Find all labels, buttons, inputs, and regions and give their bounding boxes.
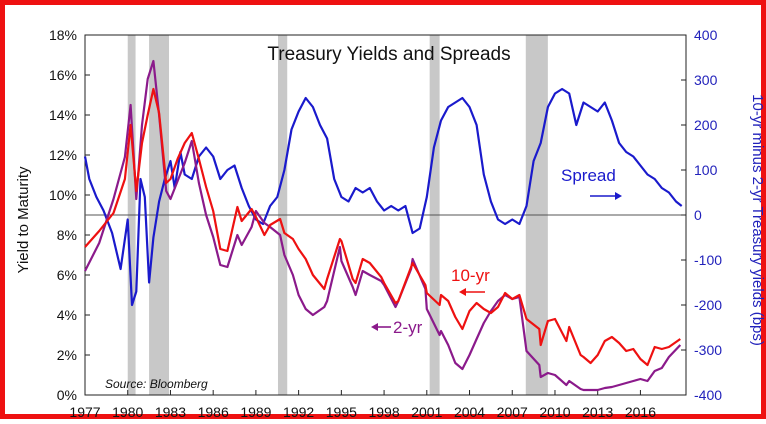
x-tick-label: 2010 [539, 404, 570, 420]
y-tick-label: 14% [49, 107, 77, 123]
two-year-yield-line [84, 59, 682, 392]
y-tick-label: 0% [57, 387, 77, 403]
y-axis-title: Yield to Maturity [15, 166, 32, 273]
ten-year-yield-line [84, 87, 681, 367]
x-tick-label: 2004 [454, 404, 485, 420]
y2-tick-label: 100 [694, 162, 718, 178]
chart-title: Treasury Yields and Spreads [267, 44, 510, 65]
x-tick-label: 1986 [198, 404, 229, 420]
y-tick-label: 6% [57, 267, 77, 283]
ten-year-arrow-head [459, 288, 466, 296]
two-year-label: 2-yr [393, 318, 423, 337]
y2-tick-label: -200 [694, 297, 722, 313]
x-tick-label: 2001 [411, 404, 442, 420]
ten-year-label: 10-yr [451, 266, 490, 285]
y-tick-label: 8% [57, 227, 77, 243]
x-tick-label: 1992 [283, 404, 314, 420]
y2-tick-label: -300 [694, 342, 722, 358]
spread-line [83, 87, 683, 307]
y-tick-label: 2% [57, 347, 77, 363]
y2-tick-label: 200 [694, 117, 718, 133]
chart-series [83, 59, 683, 392]
chart-axes: 0% 2% 4% 6% 8% 10% 12% 14% 16% 18% -400 -300 -200 -10… [49, 27, 722, 420]
spread-label: Spread [561, 166, 616, 185]
spread-arrow-head [615, 192, 622, 200]
y-tick-label: 12% [49, 147, 77, 163]
y-tick-label: 4% [57, 307, 77, 323]
x-tick-label: 2013 [582, 404, 613, 420]
x-tick-label: 1983 [155, 404, 186, 420]
y-tick-label: 18% [49, 27, 77, 43]
y2-tick-label: -100 [694, 252, 722, 268]
two-year-arrow-head [371, 323, 378, 331]
y2-tick-label: 400 [694, 27, 718, 43]
ten-year-annotation: 10-yr [451, 266, 490, 296]
x-tick-label: 2007 [497, 404, 528, 420]
spread-annotation: Spread [561, 166, 622, 200]
x-tick-label: 1980 [112, 404, 143, 420]
x-tick-label: 2016 [625, 404, 656, 420]
y2-axis-title: 10-yr minus 2-yr Treasury yields (bps) [749, 94, 766, 346]
x-tick-label: 1995 [326, 404, 357, 420]
y2-tick-label: 0 [694, 207, 702, 223]
x-tick-label: 1989 [240, 404, 271, 420]
y-tick-label: 10% [49, 187, 77, 203]
x-tick-label: 1998 [368, 404, 399, 420]
y-tick-label: 16% [49, 67, 77, 83]
yields-spread-chart: 0% 2% 4% 6% 8% 10% 12% 14% 16% 18% -400 -300 -200 -10… [15, 27, 766, 420]
x-tick-label: 1977 [69, 404, 100, 420]
y2-tick-label: 300 [694, 72, 718, 88]
y2-tick-label: -400 [694, 387, 722, 403]
two-year-annotation: 2-yr [371, 318, 423, 337]
source-note: Source: Bloomberg [105, 377, 208, 391]
